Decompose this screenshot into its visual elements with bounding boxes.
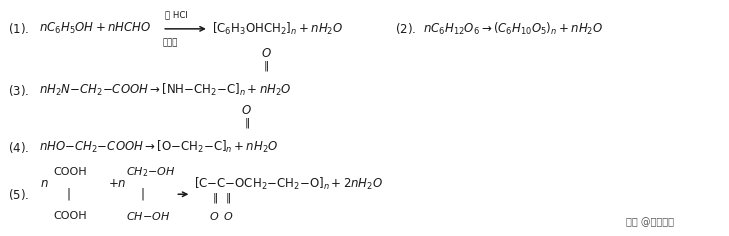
Text: $CH_2{-}OH$: $CH_2{-}OH$ [126,165,176,179]
Text: 浓 HCl: 浓 HCl [165,10,188,19]
Text: $\mathrm{[C_6H_3OHCH_2]}_n + nH_2O$: $\mathrm{[C_6H_3OHCH_2]}_n + nH_2O$ [212,21,343,37]
Text: $\mathrm{[C{-}C{-}OCH_2{-}CH_2{-}O]}_n + 2nH_2O$: $\mathrm{[C{-}C{-}OCH_2{-}CH_2{-}O]}_n +… [194,176,383,192]
Text: $(4).$: $(4).$ [8,140,29,155]
Text: $O$: $O$ [209,210,219,222]
Text: 头条 @云中教辅: 头条 @云中教辅 [626,217,674,228]
Text: $+n$: $+n$ [108,177,126,190]
Text: $CH{-}OH$: $CH{-}OH$ [126,210,170,222]
Text: $nC_6H_5OH + nHCHO$: $nC_6H_5OH + nHCHO$ [39,21,151,36]
Text: $\Vert$: $\Vert$ [225,191,231,205]
Text: COOH: COOH [54,167,87,177]
Text: $(1).$: $(1).$ [8,21,29,36]
Text: $O$: $O$ [261,47,272,60]
Text: COOH: COOH [54,211,87,221]
Text: $O$: $O$ [241,105,252,118]
Text: $\Vert$: $\Vert$ [211,191,217,205]
Text: $|$: $|$ [66,186,71,202]
Text: $\Vert$: $\Vert$ [243,116,249,130]
Text: $n$: $n$ [40,177,49,190]
Text: $|$: $|$ [141,186,145,202]
Text: $O$: $O$ [223,210,233,222]
Text: $(2).$: $(2).$ [395,21,416,36]
Text: 沸水浴: 沸水浴 [163,38,178,47]
Text: $nC_6H_{12}O_6\rightarrow(C_6H_{10}O_5)_n + nH_2O$: $nC_6H_{12}O_6\rightarrow(C_6H_{10}O_5)_… [423,21,603,37]
Text: $(5).$: $(5).$ [8,187,29,202]
Text: $(3).$: $(3).$ [8,83,29,98]
Text: $\Vert$: $\Vert$ [263,59,269,73]
Text: $nH_2N{-}CH_2{-}COOH\rightarrow\mathrm{[NH{-}CH_2{-}C]}_n + nH_2O$: $nH_2N{-}CH_2{-}COOH\rightarrow\mathrm{[… [39,82,292,98]
Text: $nHO{-}CH_2{-}COOH\rightarrow\mathrm{[O{-}CH_2{-}C]}_n + nH_2O$: $nHO{-}CH_2{-}COOH\rightarrow\mathrm{[O{… [39,139,279,155]
